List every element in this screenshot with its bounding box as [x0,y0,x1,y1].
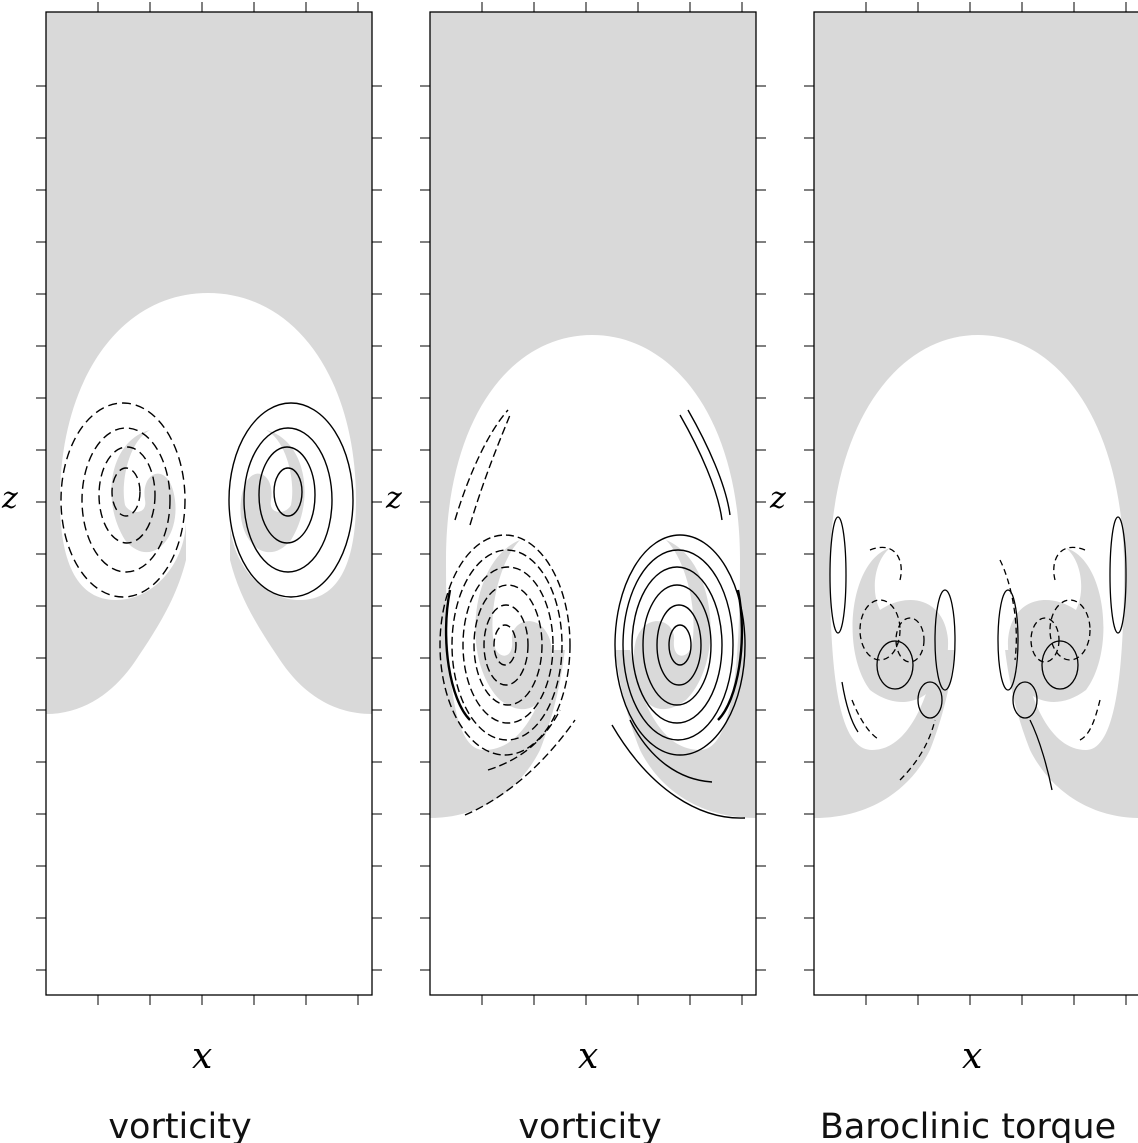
heavy-spiral-left [111,430,176,553]
heavy-spiral-right [633,540,711,710]
panel-frame [45,11,373,996]
contours-positive-right [228,402,354,598]
ticks [36,2,382,1005]
contours-positive-right [611,409,746,819]
panel-frame [429,11,757,996]
heavy-spiral-right [240,430,305,553]
x-axis-label: x [578,1036,598,1077]
heavy-spiral-left [475,540,553,710]
panel-frame [813,11,1138,996]
contours-negative-left [60,402,186,598]
panel-vorticity-2: z x vorticity [385,2,766,1143]
panel-vorticity-1: z x vorticity [1,2,382,1143]
contours-torque-negative [851,546,1101,781]
x-axis-label: x [192,1036,212,1077]
z-axis-label: z [1,481,18,516]
z-axis-label: z [385,481,402,516]
ticks [804,2,1127,1005]
z-axis-label: z [769,481,786,516]
panel-caption: Baroclinic torque [820,1107,1116,1143]
panel-baroclinic-torque: z x Baroclinic torque [769,2,1138,1143]
ticks [420,2,766,1005]
contours-dense-cores [444,589,744,721]
heavy-spiral-right [1007,548,1104,702]
light-fluid-cap [446,335,740,750]
contours-torque-positive [829,516,1127,791]
panel-caption: vorticity [518,1107,661,1143]
x-axis-label: x [962,1036,982,1077]
panel-caption: vorticity [108,1107,251,1143]
contours-negative-left [439,409,576,816]
